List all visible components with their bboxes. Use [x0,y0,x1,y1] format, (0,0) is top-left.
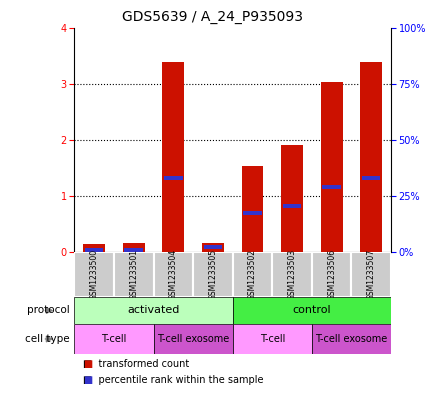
Text: GSM1233507: GSM1233507 [367,248,376,300]
Bar [125,248,143,252]
Bar [272,252,312,297]
Text: ■  transformed count: ■ transformed count [83,359,189,369]
Bar [74,252,114,297]
Bar [85,248,103,252]
Text: cell type: cell type [26,334,70,344]
Bar [74,297,233,324]
Text: GDS5639 / A_24_P935093: GDS5639 / A_24_P935093 [122,10,303,24]
Text: ■: ■ [83,375,92,385]
Text: protocol: protocol [27,305,70,316]
Bar [360,62,382,252]
Bar [241,166,264,252]
Bar [153,324,233,354]
Bar [162,62,184,252]
Text: GSM1233504: GSM1233504 [169,248,178,300]
Bar [323,185,341,189]
Text: ■  percentile rank within the sample: ■ percentile rank within the sample [83,375,264,385]
Bar [153,252,193,297]
Bar [233,252,272,297]
Bar [193,252,233,297]
Text: T-cell exosome: T-cell exosome [315,334,388,344]
Bar [233,297,391,324]
Bar [164,176,183,180]
Text: activated: activated [128,305,180,316]
Bar [312,324,391,354]
Text: GSM1233505: GSM1233505 [208,248,218,300]
Text: T-cell exosome: T-cell exosome [157,334,229,344]
Bar [204,245,222,249]
Text: control: control [292,305,331,316]
Text: GSM1233500: GSM1233500 [90,248,99,300]
Bar [281,145,303,252]
Text: GSM1233501: GSM1233501 [129,249,138,299]
Text: T-cell: T-cell [260,334,285,344]
Bar [202,243,224,252]
Text: GSM1233503: GSM1233503 [288,248,297,300]
Bar [83,244,105,252]
Bar [312,252,351,297]
Text: ■: ■ [83,359,92,369]
Text: GSM1233502: GSM1233502 [248,249,257,299]
Bar [74,324,153,354]
Text: GSM1233506: GSM1233506 [327,248,336,300]
Bar [283,204,301,208]
Text: T-cell: T-cell [101,334,127,344]
Bar [243,211,262,215]
Bar [321,83,343,252]
Bar [351,252,391,297]
Bar [362,176,380,180]
Bar [114,252,153,297]
Bar [123,243,144,252]
Bar [233,324,312,354]
